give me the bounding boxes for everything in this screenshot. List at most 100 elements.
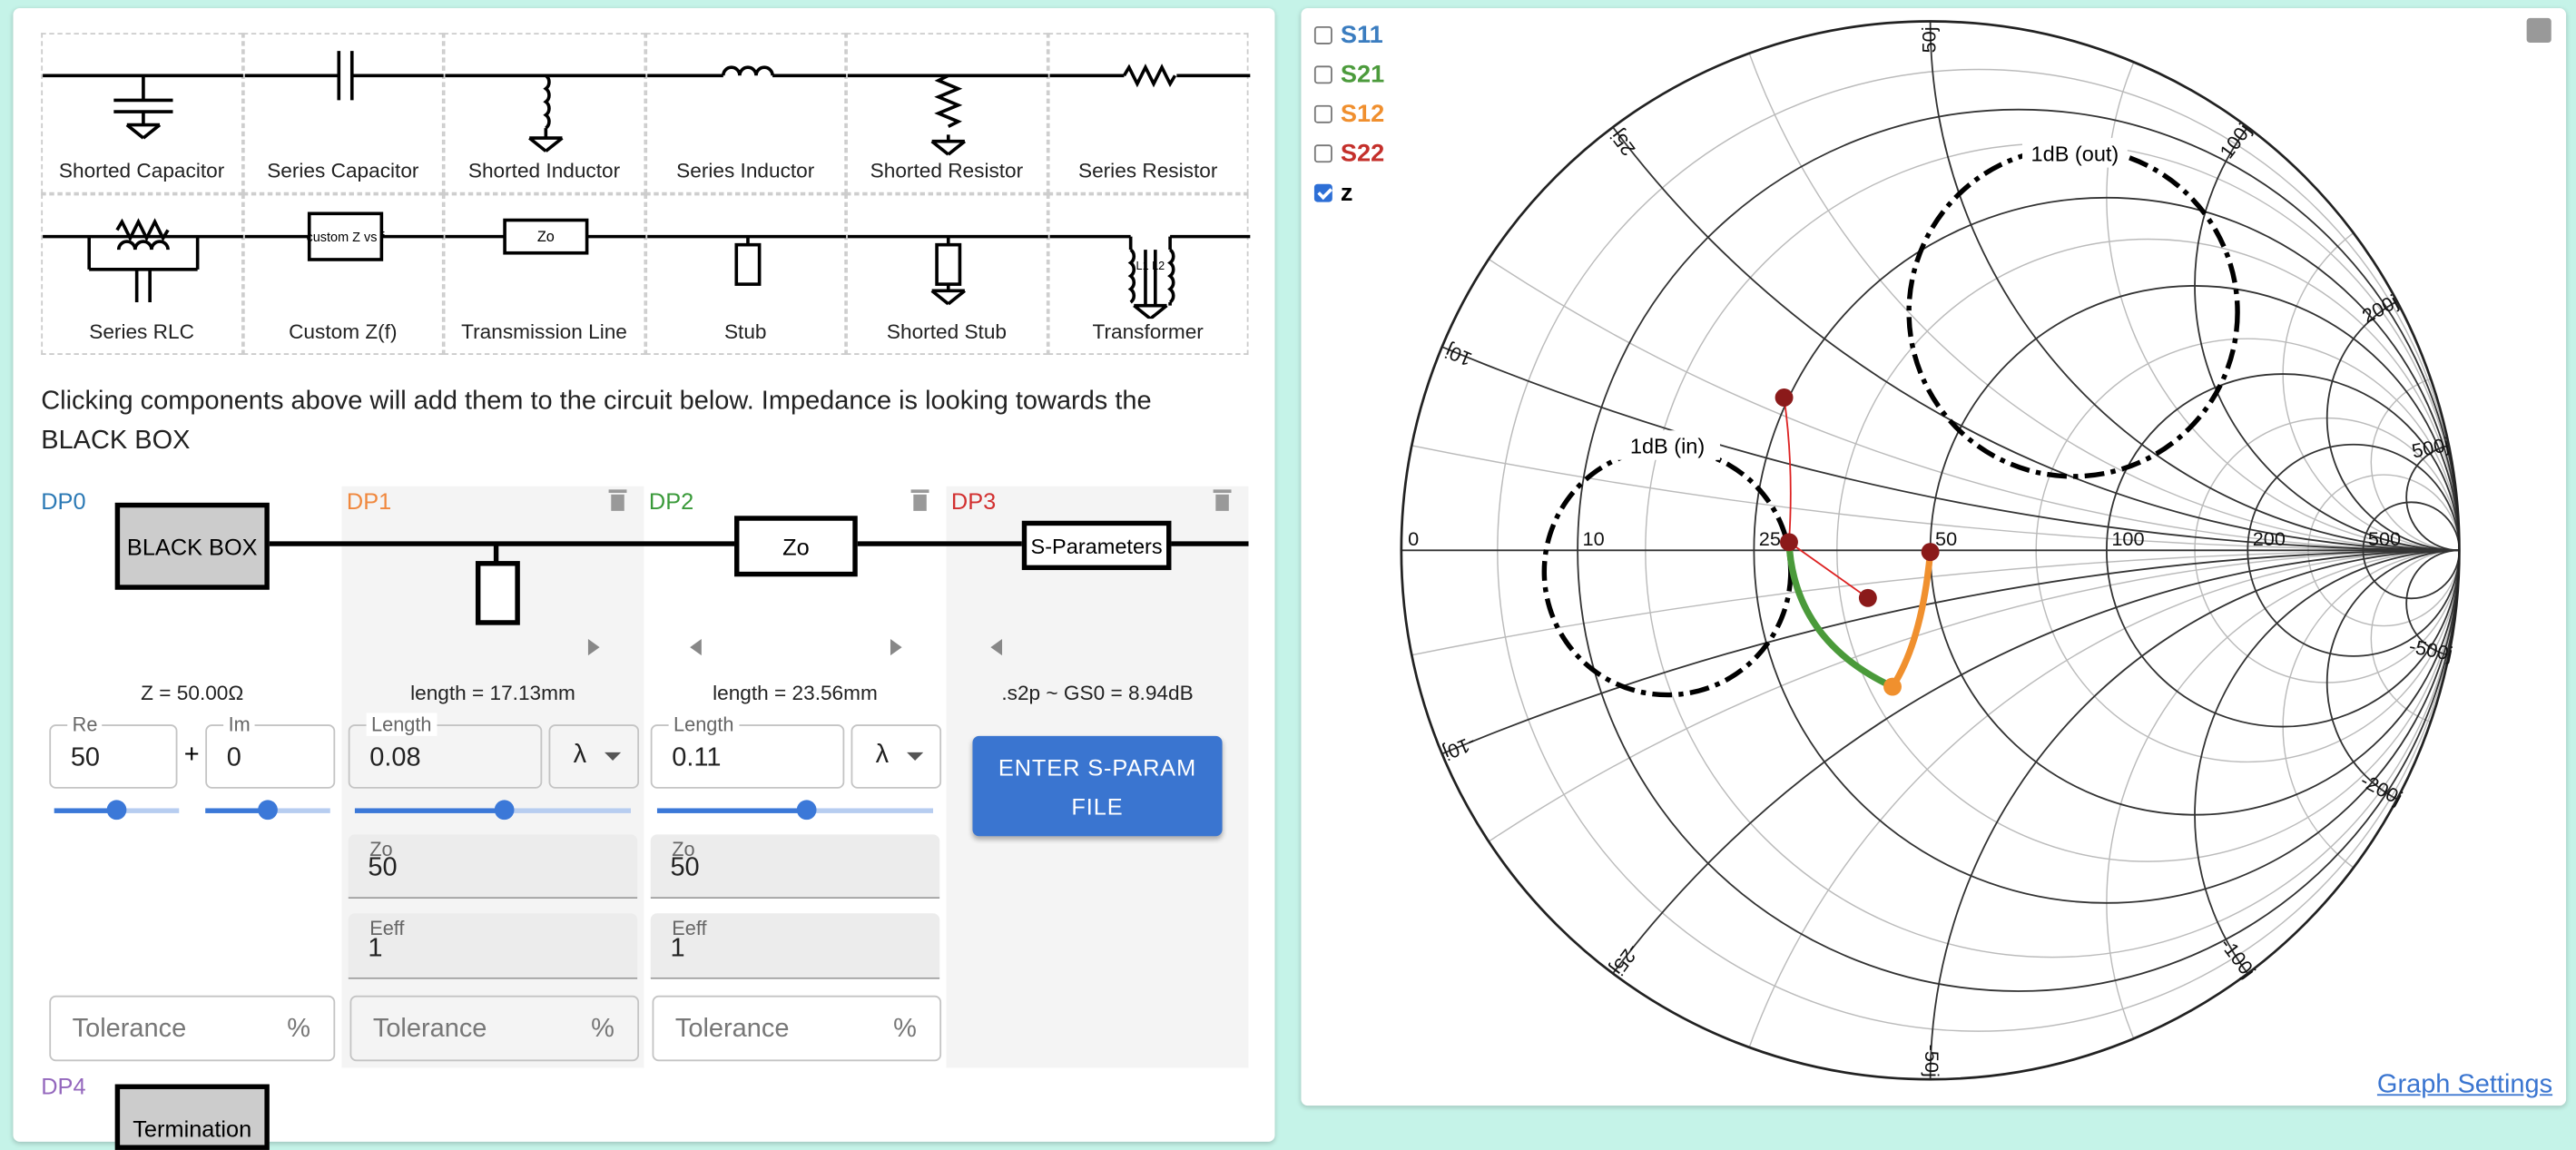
move-arrow xyxy=(990,639,1003,656)
legend-item[interactable]: S11 xyxy=(1313,18,1383,51)
dropdown-arrow xyxy=(907,752,924,761)
upload-button[interactable]: ENTER S-PARAM FILE xyxy=(972,735,1223,837)
icon-shape xyxy=(934,74,963,128)
legend-item[interactable]: z xyxy=(1313,176,1352,209)
trace-red xyxy=(1783,397,1869,599)
input-field[interactable]: Tolerance% xyxy=(49,995,336,1062)
component-label: Series Resistor xyxy=(1077,159,1218,182)
input-field[interactable]: Eeff 1 xyxy=(650,913,940,979)
input-field[interactable]: λ xyxy=(548,724,640,789)
reactance-circle xyxy=(1929,549,2460,1080)
component-icon: L1 L2 xyxy=(1048,234,1251,319)
slider-fill xyxy=(205,808,269,813)
checkbox[interactable] xyxy=(1313,25,1332,44)
graph-settings-link[interactable]: Graph Settings xyxy=(2376,1071,2553,1099)
input-field[interactable]: Tolerance% xyxy=(349,995,640,1062)
reactance-circle xyxy=(2106,21,2460,552)
app: Shorted Capacitor Series Capacitor Shorted… xyxy=(13,8,2567,1150)
input-field[interactable]: Re 50 xyxy=(49,713,178,789)
checkbox[interactable] xyxy=(1313,64,1332,84)
tolerance-placeholder: Tolerance xyxy=(674,1015,790,1044)
field-label: Im xyxy=(223,713,256,736)
legend-label: S11 xyxy=(1340,20,1383,49)
slider-thumb[interactable] xyxy=(494,800,514,821)
component-button[interactable]: Zo Transmission Line xyxy=(443,193,647,355)
trace-point xyxy=(1780,533,1798,552)
component-button[interactable]: Shorted Resistor xyxy=(846,33,1049,194)
component-button[interactable]: custom Z vs f Custom Z(f) xyxy=(241,193,446,355)
move-arrow xyxy=(587,639,600,656)
field-label: Length xyxy=(668,713,739,736)
smith-chart: 0 10 25 50 100 200 50010j25j50j100j200j500j-10… xyxy=(1400,20,2461,1081)
input-field[interactable]: Length 0.08 xyxy=(348,713,543,789)
unit-select: λ xyxy=(875,741,890,770)
component-icon xyxy=(43,74,244,140)
checkbox[interactable] xyxy=(1313,143,1332,162)
input-field[interactable]: Zo 50 xyxy=(650,834,940,899)
tolerance-unit: % xyxy=(591,1015,615,1044)
save-icon[interactable] xyxy=(2526,17,2551,44)
unit-select: λ xyxy=(573,741,587,770)
legend-item[interactable]: S22 xyxy=(1313,136,1384,169)
reactance-circle xyxy=(2194,549,2460,1080)
component-label: Shorted Capacitor xyxy=(58,159,225,182)
input-field[interactable]: λ xyxy=(850,724,942,789)
component-label: Transmission Line xyxy=(461,319,627,344)
slider-thumb[interactable] xyxy=(258,800,278,821)
legend-item[interactable]: S12 xyxy=(1313,97,1384,130)
gain-label-bg xyxy=(1615,430,1720,460)
reactance-circle xyxy=(1703,21,2460,552)
checkbox[interactable] xyxy=(1313,182,1333,201)
slider-thumb[interactable] xyxy=(106,800,127,821)
trash-lid xyxy=(608,489,627,493)
real-label: 200 xyxy=(2253,527,2286,550)
input-field[interactable]: Tolerance% xyxy=(652,995,942,1062)
component-icon xyxy=(646,65,848,78)
tolerance-placeholder: Tolerance xyxy=(372,1015,487,1044)
trace-point xyxy=(1858,588,1877,607)
legend-item[interactable]: S21 xyxy=(1313,57,1384,90)
component-button[interactable]: Stub xyxy=(644,193,848,355)
component-button[interactable]: L1 L2 Transformer xyxy=(1047,193,1251,355)
dp-label: DP4 xyxy=(41,1072,86,1099)
reactance-circle xyxy=(2282,197,2460,552)
imag-label: 50j xyxy=(1917,26,1940,53)
field-label: Re xyxy=(67,713,103,736)
reactance-circle xyxy=(2282,549,2460,904)
field-value: 50 xyxy=(70,743,101,772)
dp-info: length = 23.56mm xyxy=(713,682,878,705)
checkbox[interactable] xyxy=(1313,103,1332,123)
slider-fill xyxy=(54,808,117,813)
icon-line xyxy=(930,140,949,156)
field-value: 1 xyxy=(368,934,383,963)
component-button[interactable]: Series RLC xyxy=(41,193,244,355)
trace-green xyxy=(1785,542,1894,690)
component-label: Custom Z(f) xyxy=(289,319,398,344)
input-field[interactable]: Zo 50 xyxy=(348,834,638,899)
input-field[interactable]: Eeff 1 xyxy=(348,913,638,979)
component-button[interactable]: Series Resistor xyxy=(1047,33,1251,194)
icon-line xyxy=(125,123,145,140)
component-button[interactable]: Series Inductor xyxy=(644,33,848,194)
component-label: Shorted Inductor xyxy=(467,159,621,182)
component-button[interactable]: Shorted Stub xyxy=(846,193,1049,355)
delete-icon[interactable] xyxy=(1213,489,1232,511)
move-arrow xyxy=(890,639,902,656)
trash-lid xyxy=(1213,489,1232,493)
trash-body xyxy=(1215,494,1229,511)
reactance-circle xyxy=(2194,21,2460,552)
component-button[interactable]: Shorted Inductor xyxy=(443,33,647,194)
field-label: Zo xyxy=(672,838,695,861)
component-button[interactable]: Series Capacitor xyxy=(241,33,446,194)
trash-body xyxy=(611,494,624,511)
input-field[interactable]: Length 0.11 xyxy=(650,713,845,789)
input-field[interactable]: Im 0 xyxy=(205,713,336,789)
icon-line xyxy=(545,136,564,152)
dp-label: DP1 xyxy=(346,487,392,515)
delete-icon[interactable] xyxy=(910,489,929,511)
icon-shape xyxy=(1121,64,1176,88)
slider-thumb[interactable] xyxy=(796,800,817,821)
icon-line xyxy=(947,289,966,306)
delete-icon[interactable] xyxy=(608,489,627,511)
component-button[interactable]: Shorted Capacitor xyxy=(41,33,244,194)
